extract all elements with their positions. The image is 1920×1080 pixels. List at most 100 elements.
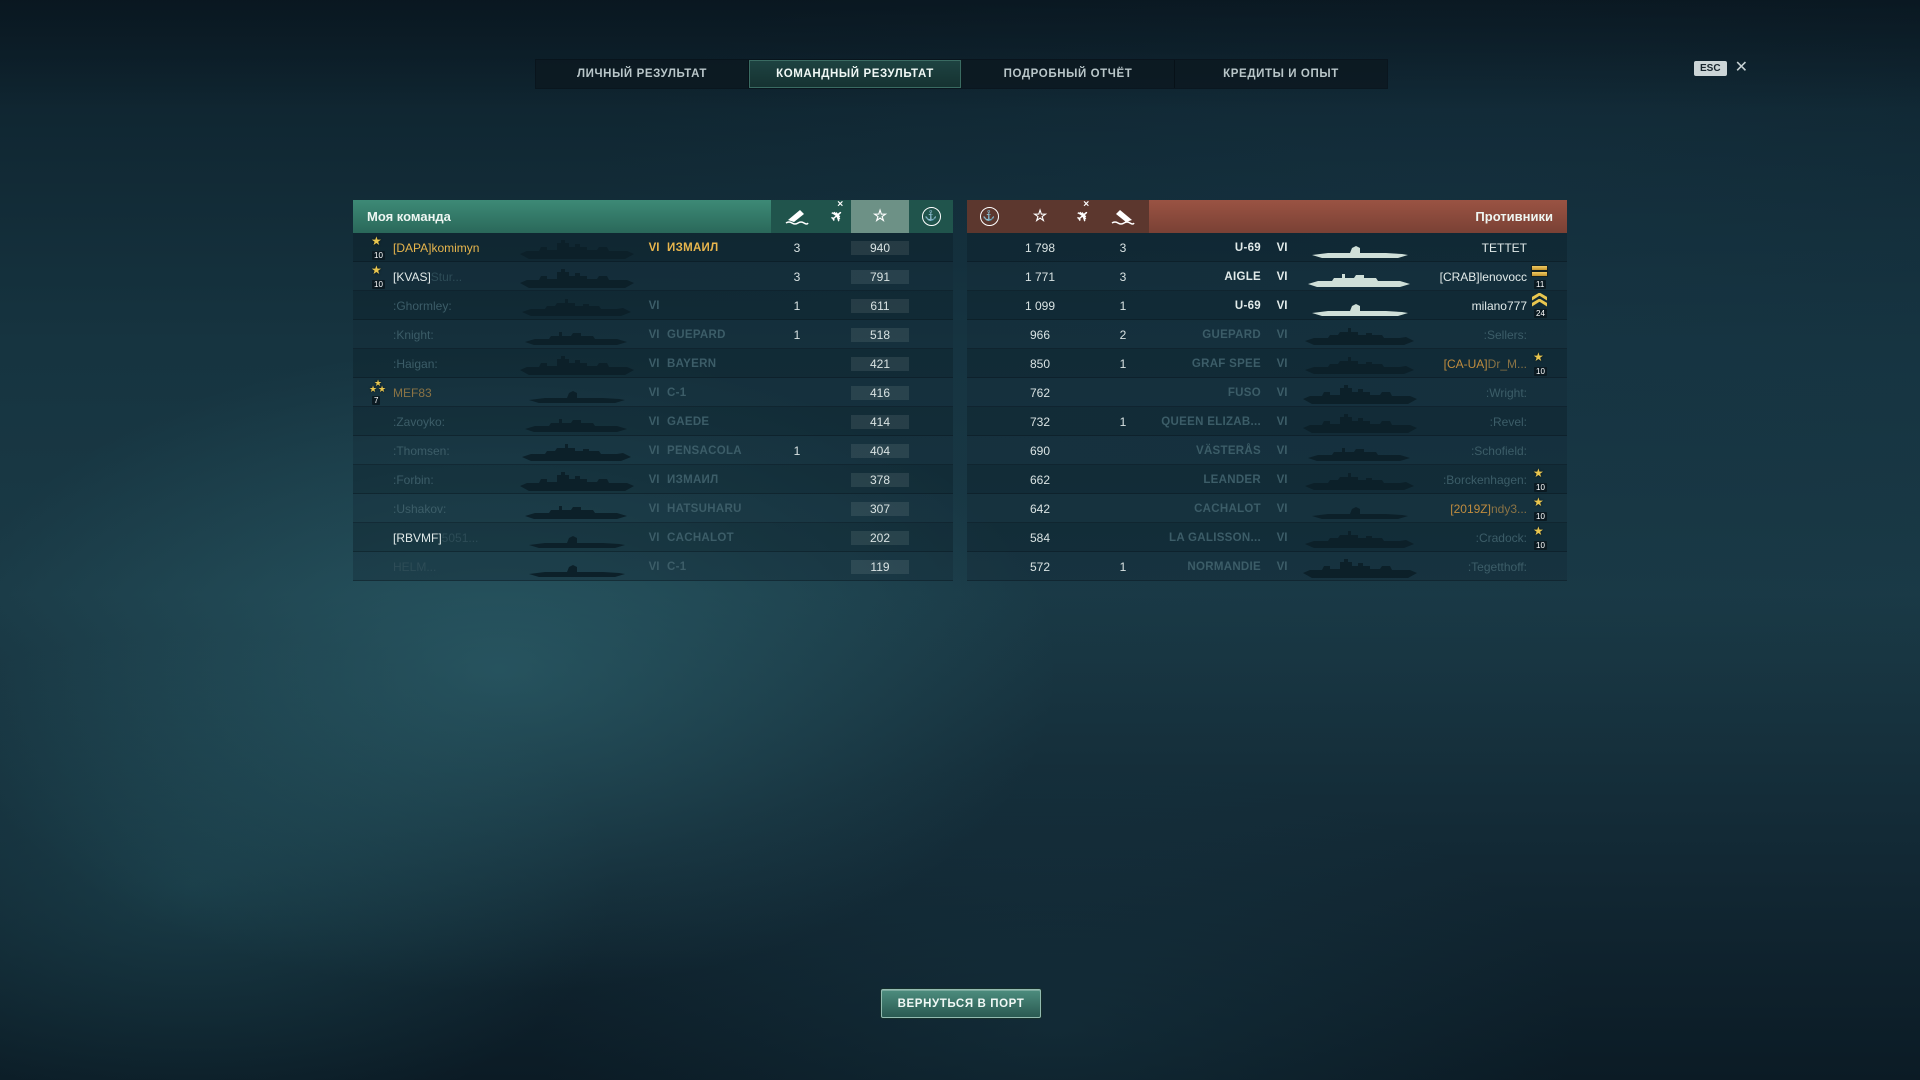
table-row[interactable]: 762 FUSO VI :Wright: (967, 378, 1567, 407)
tab-3[interactable]: КРЕДИТЫ И ОПЫТ (1175, 60, 1387, 88)
ships-destroyed-column-icon (1097, 200, 1149, 233)
player-name: :Haigan: (393, 356, 438, 371)
table-row[interactable]: 1 099 1 U-69 VI milano777 24 (967, 291, 1567, 320)
player-name: :Borckenhagen: (1442, 472, 1527, 487)
return-to-port-button[interactable]: ВЕРНУТЬСЯ В ПОРТ (881, 989, 1041, 1018)
player-name: TETTET (1481, 240, 1527, 255)
ship-silhouette-icon (1295, 467, 1425, 493)
table-row[interactable]: 642 CACHALOT VI [2019Z] ndy3... ★ 10 (967, 494, 1567, 523)
table-row[interactable]: HELM... VI C-1 119 (353, 552, 953, 581)
table-row[interactable]: 1 798 3 U-69 VI TETTET (967, 233, 1567, 262)
ship-silhouette-icon (513, 380, 641, 406)
ship-tier: VI (648, 357, 660, 370)
ship-name: GUEPARD (1202, 328, 1261, 341)
ship-tier: VI (648, 299, 660, 312)
ship-name: PENSACOLA (667, 444, 742, 457)
table-row[interactable]: :Knight: VI GUEPARD 1 518 (353, 320, 953, 349)
ship-silhouette-icon (1295, 351, 1425, 377)
tab-0[interactable]: ЛИЧНЫЙ РЕЗУЛЬТАТ (536, 60, 749, 88)
experience-value: 850 (1029, 356, 1051, 371)
ship-tier: VI (1276, 531, 1288, 544)
ship-tier: VI (648, 241, 660, 254)
table-row[interactable]: :Thomsen: VI PENSACOLA 1 404 (353, 436, 953, 465)
ship-tier: VI (1276, 357, 1288, 370)
ship-tier: VI (648, 415, 660, 428)
player-name: [CA-UA] Dr_M... (1443, 356, 1527, 371)
tab-2[interactable]: ПОДРОБНЫЙ ОТЧЁТ (962, 60, 1175, 88)
player-name: [RBVMF] 5051... (393, 530, 479, 545)
experience-value: 378 (851, 472, 909, 487)
ship-silhouette-icon (1295, 293, 1425, 319)
my-team-title: Моя команда (353, 200, 771, 233)
table-row[interactable]: 850 1 GRAF SPEE VI [CA-UA] Dr_M... ★ 10 (967, 349, 1567, 378)
player-name: HELM... (393, 559, 437, 574)
ship-silhouette-icon (1295, 554, 1425, 580)
close-icon[interactable]: ✕ (1734, 59, 1748, 76)
player-name: MEF83 (393, 385, 432, 400)
table-row[interactable]: :Zavoyko: VI GAEDE 414 (353, 407, 953, 436)
table-row[interactable]: :Ghormley: VI 1 611 (353, 291, 953, 320)
table-row[interactable]: ★ ★ ★ 7 MEF83 VI C-1 416 (353, 378, 953, 407)
table-row[interactable]: 690 VÄSTERÅS VI :Schofield: (967, 436, 1567, 465)
ship-silhouette-icon (513, 351, 641, 377)
ship-silhouette-icon (1295, 496, 1425, 522)
ship-tier: VI (1276, 299, 1288, 312)
table-row[interactable]: 732 1 QUEEN ELIZAB... VI :Revel: (967, 407, 1567, 436)
table-row[interactable]: 966 2 GUEPARD VI :Sellers: (967, 320, 1567, 349)
table-row[interactable]: :Haigan: VI BAYERN 421 (353, 349, 953, 378)
ships-destroyed-value: 3 (793, 269, 801, 284)
ships-destroyed-value: 3 (793, 240, 801, 255)
experience-value: 572 (1029, 559, 1051, 574)
ship-tier: VI (648, 473, 660, 486)
ship-tier: VI (1276, 415, 1288, 428)
table-row[interactable]: ★ 10 [KVAS] Stur... 3 791 (353, 262, 953, 291)
esc-key-hint[interactable]: ESC (1694, 60, 1727, 76)
player-name: [KVAS] Stur... (393, 269, 463, 284)
ship-tier: VI (648, 386, 660, 399)
ship-name: LA GALISSON... (1169, 531, 1261, 544)
experience-value: 416 (851, 385, 909, 400)
tab-1[interactable]: КОМАНДНЫЙ РЕЗУЛЬТАТ (749, 60, 962, 88)
experience-value: 584 (1029, 530, 1051, 545)
ships-destroyed-value: 1 (1119, 356, 1127, 371)
ship-silhouette-icon (513, 235, 641, 261)
close-area: ESC ✕ (1694, 60, 1748, 76)
ship-silhouette-icon (513, 496, 641, 522)
experience-column-icon: ☆ (1011, 200, 1069, 233)
ship-silhouette-icon (513, 467, 641, 493)
player-name: milano777 (1471, 298, 1527, 313)
ship-name: U-69 (1234, 241, 1261, 254)
capture-points-column-icon: ⚓ (909, 200, 953, 233)
player-rank-badge: ★ 10 (1533, 349, 1547, 376)
ship-silhouette-icon (513, 438, 641, 464)
player-rank-badge: 24 (1527, 292, 1567, 318)
ships-destroyed-value: 1 (1119, 559, 1127, 574)
ships-destroyed-value: 1 (1119, 414, 1127, 429)
ship-tier: VI (1276, 270, 1288, 283)
experience-value: 518 (851, 327, 909, 342)
table-row[interactable]: 1 771 3 AIGLE VI [CRAB] lenovocc 11 (967, 262, 1567, 291)
table-row[interactable]: :Ushakov: VI HATSUHARU 307 (353, 494, 953, 523)
player-rank-badge: ★ 10 (1533, 523, 1547, 550)
ship-tier: VI (1276, 241, 1288, 254)
ship-name: VÄSTERÅS (1195, 444, 1261, 457)
table-row[interactable]: :Forbin: VI ИЗМАИЛ 378 (353, 465, 953, 494)
player-rank-badge: 11 (1527, 265, 1567, 289)
ship-tier: VI (1276, 473, 1288, 486)
ship-name: CACHALOT (667, 531, 734, 544)
ship-tier: VI (1276, 386, 1288, 399)
table-row[interactable]: 662 LEANDER VI :Borckenhagen: ★ 10 (967, 465, 1567, 494)
table-row[interactable]: 572 1 NORMANDIE VI :Tegetthoff: (967, 552, 1567, 581)
ships-destroyed-value: 2 (1119, 327, 1127, 342)
table-row[interactable]: [RBVMF] 5051... VI CACHALOT 202 (353, 523, 953, 552)
ships-destroyed-value: 1 (793, 443, 801, 458)
table-row[interactable]: ★ 10 [DAPA] komimyn VI ИЗМАИЛ 3 940 (353, 233, 953, 262)
experience-value: 791 (851, 269, 909, 284)
table-row[interactable]: 584 LA GALISSON... VI :Cradock: ★ 10 (967, 523, 1567, 552)
ships-destroyed-value: 1 (793, 298, 801, 313)
player-name: :Cradock: (1475, 530, 1527, 545)
ship-tier: VI (648, 328, 660, 341)
player-name: :Wright: (1485, 385, 1527, 400)
ship-name: U-69 (1234, 299, 1261, 312)
